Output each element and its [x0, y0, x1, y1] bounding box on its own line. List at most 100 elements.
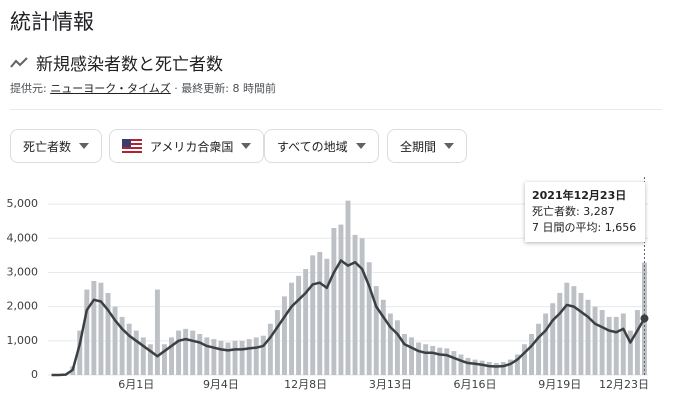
bar — [522, 344, 527, 375]
bar — [373, 286, 379, 375]
bar — [627, 330, 633, 375]
caret — [241, 143, 252, 149]
bar — [458, 354, 464, 375]
caret — [444, 143, 455, 149]
bar — [514, 354, 520, 375]
bar — [169, 337, 174, 375]
filter-chip[interactable]: 死亡者数 — [10, 129, 103, 163]
bar — [84, 289, 90, 375]
bar — [77, 330, 83, 375]
bar — [451, 351, 457, 375]
bar — [387, 313, 393, 375]
bar — [465, 357, 471, 375]
bar — [606, 316, 612, 375]
bar — [98, 282, 104, 375]
source-line: 提供元: ニューヨーク・タイムズ · 最終更新: 8 時間前 — [10, 80, 276, 96]
y-tick-label: 5,000 — [7, 197, 39, 210]
bar — [507, 359, 513, 375]
bar — [529, 333, 534, 375]
bar — [282, 296, 287, 375]
x-tick-label: 12月23日 — [599, 378, 649, 391]
bar — [394, 320, 400, 375]
chip-label: 死亡者数 — [23, 139, 72, 154]
y-tick-label: 0 — [31, 368, 38, 381]
bar — [578, 292, 584, 375]
bar — [105, 292, 111, 375]
bar — [345, 200, 351, 375]
bar — [543, 313, 549, 375]
bar — [564, 282, 570, 375]
bar — [317, 251, 323, 375]
bar — [246, 339, 252, 375]
x-tick-label: 9月19日 — [538, 378, 581, 391]
avg-line — [51, 259, 646, 377]
bar — [218, 340, 224, 375]
bar — [592, 306, 598, 375]
bar — [423, 344, 429, 375]
bar — [140, 337, 146, 375]
subtitle-row: 新規感染者数と死亡者数 — [10, 50, 223, 75]
bar — [267, 323, 273, 375]
subtitle: 新規感染者数と死亡者数 — [36, 55, 223, 75]
bar — [550, 303, 556, 375]
bar — [296, 275, 302, 375]
flag — [122, 139, 142, 153]
bar — [211, 339, 217, 375]
bar — [232, 340, 238, 375]
bar — [147, 344, 153, 375]
bar — [359, 238, 365, 375]
bar — [331, 228, 337, 375]
hover-dot — [640, 314, 649, 323]
tooltip-row: 死亡者数: 3,287 — [532, 205, 615, 218]
y-tick-label: 1,000 — [7, 334, 39, 347]
x-tick-label: 6月1日 — [118, 378, 154, 391]
bar — [112, 306, 118, 375]
bar — [500, 362, 506, 375]
bar — [338, 224, 344, 375]
y-tick-label: 3,000 — [7, 265, 39, 278]
bar — [274, 310, 280, 375]
bar — [260, 335, 266, 375]
updated: · 最終更新: 8 時間前 — [174, 82, 276, 95]
bar — [620, 313, 626, 375]
bar — [352, 234, 358, 375]
bar — [493, 363, 499, 375]
bar — [176, 330, 182, 375]
chip-label: 全期間 — [400, 139, 437, 154]
bar — [197, 333, 203, 375]
bar — [119, 316, 125, 375]
bar — [154, 289, 160, 375]
divider — [10, 109, 662, 110]
bar — [162, 344, 167, 375]
filter-chip[interactable]: アメリカ合衆国 — [109, 129, 265, 163]
bar — [437, 347, 443, 375]
bar — [402, 333, 407, 375]
y-tick-label: 2,000 — [7, 300, 39, 313]
filter-chip[interactable]: 全期間 — [387, 129, 468, 163]
bar — [599, 310, 605, 375]
bar — [324, 258, 330, 375]
bar — [289, 282, 294, 375]
tooltip-row: 7 日間の平均: 1,656 — [532, 221, 637, 234]
bar — [634, 310, 640, 375]
bar — [366, 262, 372, 375]
bar — [310, 255, 316, 375]
bar — [126, 323, 132, 375]
bar — [571, 286, 577, 375]
filter-chip[interactable]: すべての地域 — [264, 129, 379, 163]
bar — [183, 328, 189, 375]
bar — [225, 342, 231, 375]
bar — [253, 337, 259, 375]
source-link[interactable]: ニューヨーク・タイムズ — [50, 82, 171, 95]
bar — [416, 342, 422, 375]
chip-label: すべての地域 — [277, 139, 348, 154]
title: 統計情報 — [10, 10, 94, 34]
caret — [355, 143, 366, 149]
source-label: 提供元: — [10, 82, 47, 95]
bar — [204, 337, 210, 375]
bar — [472, 359, 478, 375]
y-tick-label: 4,000 — [7, 231, 39, 244]
x-tick-label: 12月8日 — [284, 378, 327, 391]
bar — [536, 323, 542, 375]
